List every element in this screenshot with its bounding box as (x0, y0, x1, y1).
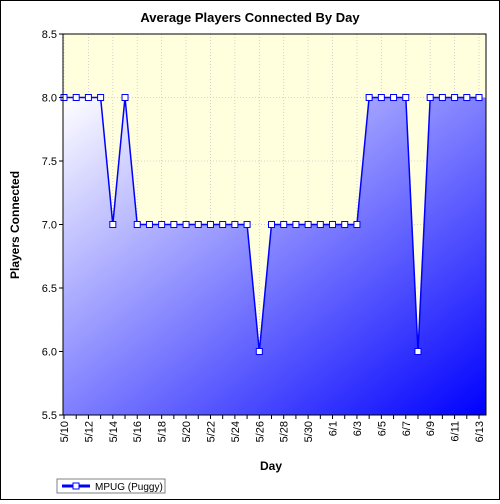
x-tick-label: 5/12 (83, 421, 95, 442)
data-point-5/18 (158, 221, 166, 228)
data-point-5/11 (72, 94, 80, 101)
data-point-6/9 (426, 94, 434, 101)
data-point-5/27 (268, 221, 275, 228)
x-tick-label: 5/28 (279, 421, 291, 442)
data-point-6/11 (451, 94, 459, 101)
data-point-5/29 (292, 221, 300, 228)
data-point-6/12 (463, 94, 471, 101)
data-point-6/6 (390, 94, 398, 101)
data-point-5/30 (304, 221, 312, 228)
x-tick-label: 5/20 (181, 421, 193, 442)
data-point-6/1 (329, 221, 337, 228)
series-area (63, 97, 486, 415)
data-point-5/19 (170, 221, 178, 228)
x-axis-ticks: 5/10 5/12 5/14 5/16 5/18 5/20 5/22 5/24 5/26 5/28… (59, 415, 486, 442)
data-point-6/2 (341, 221, 349, 228)
data-point-6/7 (402, 94, 410, 101)
x-tick-label: 6/13 (474, 421, 486, 442)
y-tick-label: 8.5 (42, 29, 57, 41)
x-tick-label: 6/3 (352, 421, 364, 436)
x-tick-label: 5/14 (108, 421, 120, 442)
legend: MPUG (Puggy) (56, 478, 166, 494)
y-tick-label: 6.0 (42, 347, 57, 359)
x-tick-label: 5/26 (254, 421, 266, 442)
data-point-6/5 (377, 94, 385, 101)
legend-label: MPUG (Puggy) (95, 482, 163, 493)
x-tick-label: 6/7 (401, 421, 413, 436)
data-point-5/28 (280, 221, 288, 228)
y-tick-label: 6.5 (42, 283, 57, 295)
data-point-6/3 (353, 221, 361, 228)
data-point-5/16 (133, 221, 141, 228)
legend-marker-icon (72, 482, 80, 490)
data-point-5/22 (206, 221, 214, 228)
x-axis-title: Day (260, 459, 282, 473)
data-point-5/26 (255, 348, 263, 355)
y-axis-ticks: 5.5 6.0 6.5 7.0 7.5 8.0 8.5 (42, 29, 63, 422)
x-tick-label: 5/16 (132, 421, 144, 442)
x-tick-label: 6/1 (328, 421, 340, 436)
data-point-5/23 (219, 221, 227, 228)
x-tick-label: 6/9 (425, 421, 437, 436)
data-point-5/25 (243, 221, 251, 228)
data-point-5/21 (194, 221, 202, 228)
data-point-6/10 (438, 94, 446, 101)
data-point-6/4 (365, 94, 373, 101)
series-points (60, 94, 483, 355)
data-point-5/31 (316, 221, 324, 228)
legend-box (56, 478, 166, 494)
data-point-5/17 (145, 221, 153, 228)
x-tick-label: 6/5 (376, 421, 388, 436)
data-point-5/12 (84, 94, 92, 101)
x-tick-label: 5/22 (205, 421, 217, 442)
y-tick-label: 7.5 (42, 156, 57, 168)
data-point-5/20 (182, 221, 190, 228)
y-tick-label: 7.0 (42, 220, 57, 232)
x-tick-label: 5/10 (59, 421, 71, 442)
data-point-5/14 (109, 221, 117, 228)
x-tick-label: 6/11 (450, 421, 462, 442)
y-tick-label: 5.5 (42, 410, 57, 422)
data-point-5/15 (121, 94, 129, 101)
data-point-6/13 (475, 94, 483, 101)
chart-title: Average Players Connected By Day (140, 10, 360, 25)
y-axis-title: Players Connected (8, 171, 22, 279)
data-point-5/13 (97, 94, 105, 101)
x-tick-label: 5/30 (303, 421, 315, 442)
x-tick-label: 5/18 (157, 421, 169, 442)
x-tick-label: 5/24 (230, 421, 242, 442)
y-tick-label: 8.0 (42, 93, 57, 105)
data-point-5/24 (231, 221, 239, 228)
data-point-6/8 (414, 348, 422, 355)
